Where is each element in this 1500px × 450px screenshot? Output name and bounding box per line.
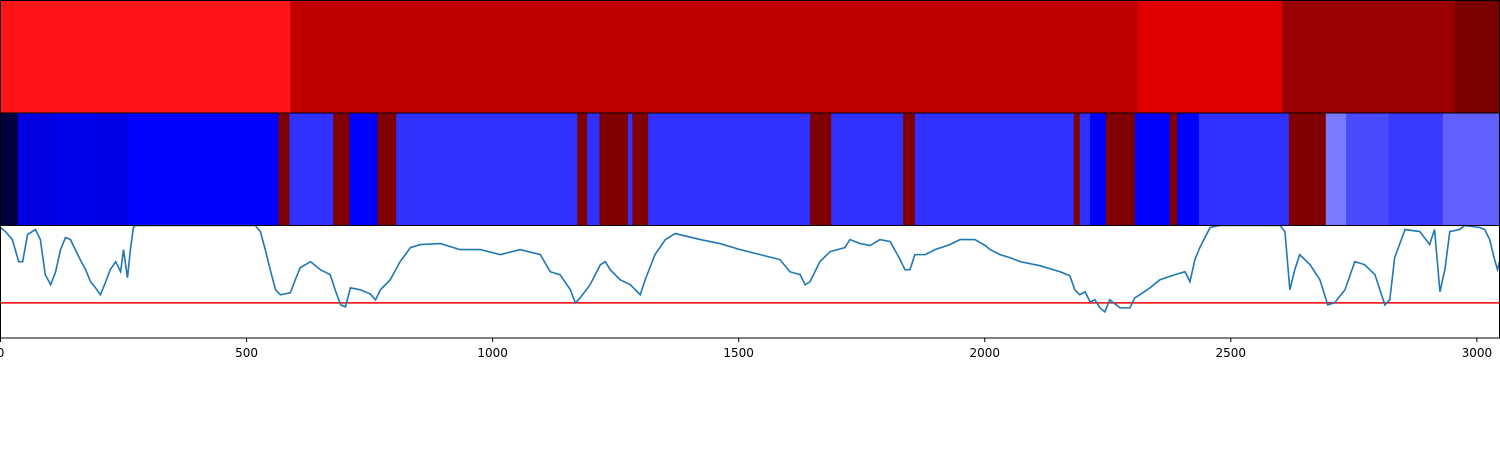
band-segment	[0, 113, 19, 226]
band-segment	[1388, 113, 1444, 226]
band-segment	[810, 113, 832, 226]
data-line	[0, 224, 1500, 314]
band-segment	[1079, 113, 1091, 226]
band-segment	[1454, 0, 1500, 113]
panel-frame	[0, 225, 1500, 339]
band-segment	[377, 113, 397, 226]
band-segment	[289, 113, 334, 226]
band-segment	[1281, 0, 1456, 113]
band-segment	[627, 113, 633, 226]
band-segment	[1442, 113, 1500, 226]
band-segment	[1345, 113, 1390, 226]
band-segment	[290, 0, 1139, 113]
band-segment	[1325, 113, 1347, 226]
band-segment	[599, 113, 629, 226]
band-segment	[95, 113, 129, 226]
band-segment	[1169, 113, 1178, 226]
band-segment	[52, 113, 96, 226]
band-segment	[1177, 113, 1200, 226]
band-segment	[396, 113, 578, 226]
band-segment	[278, 113, 290, 226]
band-segment	[1134, 113, 1171, 226]
band-segment	[648, 113, 811, 226]
band-segment	[333, 113, 350, 226]
band-segment	[1105, 113, 1136, 226]
x-tick-label: 2500	[1216, 346, 1247, 360]
band-segment	[128, 113, 279, 226]
band-segment	[831, 113, 904, 226]
x-tick-label: 1500	[723, 346, 754, 360]
band-segment	[1090, 113, 1107, 226]
band-segment	[1137, 0, 1283, 113]
x-tick-label: 3000	[1462, 346, 1493, 360]
band-segment	[914, 113, 1075, 226]
band-segment	[1288, 113, 1327, 226]
band-segment	[17, 113, 54, 226]
band-segment	[1198, 113, 1290, 226]
band-segment	[1073, 113, 1081, 226]
x-tick-label: 1000	[477, 346, 508, 360]
band-segment	[0, 0, 291, 113]
band-segment	[349, 113, 378, 226]
x-tick-label: 0	[0, 346, 4, 360]
band-segment	[587, 113, 600, 226]
band-segment	[577, 113, 588, 226]
x-tick-label: 2000	[969, 346, 1000, 360]
band-segment	[632, 113, 649, 226]
x-tick-label: 500	[235, 346, 258, 360]
band-segment	[903, 113, 916, 226]
